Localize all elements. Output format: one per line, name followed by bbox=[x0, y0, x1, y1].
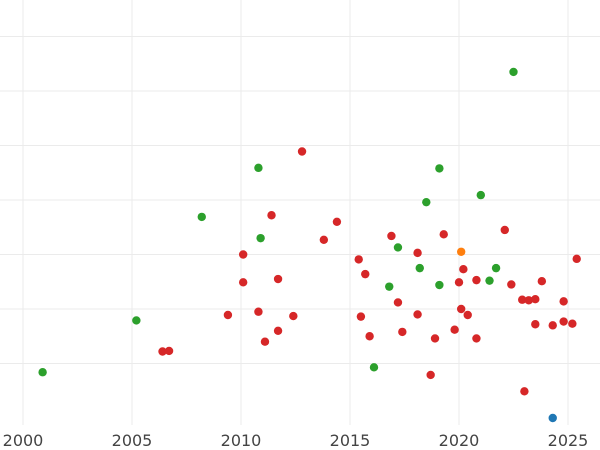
data-point-red bbox=[454, 278, 464, 287]
data-point-green bbox=[254, 163, 263, 173]
data-point-green bbox=[256, 233, 265, 243]
data-point-red bbox=[537, 277, 547, 286]
data-point-red bbox=[472, 275, 481, 285]
data-point-red bbox=[430, 334, 440, 343]
data-point-green bbox=[491, 263, 501, 273]
data-point-red bbox=[254, 307, 263, 316]
x-tick-label-2005: 2005 bbox=[112, 431, 153, 450]
data-point-red bbox=[500, 225, 509, 235]
data-point-red bbox=[568, 319, 577, 328]
data-point-red bbox=[518, 295, 527, 304]
data-point-green bbox=[385, 282, 394, 291]
data-point-red bbox=[354, 255, 363, 264]
x-tick-label-2015: 2015 bbox=[330, 431, 371, 450]
data-point-green bbox=[509, 67, 518, 77]
data-points bbox=[38, 67, 581, 423]
data-point-green bbox=[197, 212, 206, 222]
data-point-red bbox=[260, 337, 270, 346]
data-point-green bbox=[422, 197, 431, 207]
data-point-red bbox=[450, 325, 459, 334]
data-point-red bbox=[472, 334, 481, 343]
data-point-red bbox=[238, 250, 248, 259]
data-point-red bbox=[572, 254, 581, 264]
data-point-red bbox=[361, 269, 370, 279]
data-point-red bbox=[267, 211, 276, 220]
data-point-red bbox=[164, 346, 174, 356]
data-point-green bbox=[132, 316, 141, 325]
data-point-red bbox=[524, 296, 533, 305]
data-point-red bbox=[319, 235, 329, 244]
x-tick-label-2025: 2025 bbox=[548, 431, 589, 450]
data-point-red bbox=[158, 347, 167, 356]
data-point-red bbox=[456, 304, 466, 314]
data-point-red bbox=[393, 298, 403, 307]
data-point-red bbox=[439, 230, 448, 239]
data-point-red bbox=[238, 278, 248, 287]
data-point-red bbox=[398, 327, 407, 337]
data-point-red bbox=[548, 321, 557, 330]
data-point-red bbox=[426, 370, 435, 380]
data-point-green bbox=[38, 368, 47, 377]
y-gridlines bbox=[0, 36, 600, 364]
data-point-green bbox=[435, 164, 444, 173]
data-point-green bbox=[476, 190, 485, 200]
data-point-red bbox=[559, 297, 568, 306]
data-point-red bbox=[413, 248, 422, 258]
data-point-red bbox=[289, 311, 298, 321]
data-point-red bbox=[507, 280, 516, 289]
data-point-red bbox=[531, 320, 540, 329]
data-point-red bbox=[463, 310, 472, 320]
data-point-red bbox=[223, 310, 233, 320]
data-point-green bbox=[369, 363, 379, 372]
x-tick-label-2000: 2000 bbox=[3, 431, 44, 450]
data-point-blue bbox=[548, 413, 557, 423]
x-tick-label-2020: 2020 bbox=[439, 431, 480, 450]
x-gridlines bbox=[22, 0, 569, 425]
data-point-orange bbox=[456, 247, 466, 256]
data-point-red bbox=[559, 317, 568, 326]
data-point-green bbox=[415, 263, 424, 273]
data-point-red bbox=[273, 274, 283, 284]
data-point-green bbox=[435, 280, 444, 290]
data-point-red bbox=[387, 231, 396, 241]
data-point-red bbox=[459, 265, 468, 274]
data-point-red bbox=[356, 312, 366, 321]
data-point-red bbox=[297, 147, 307, 156]
data-point-red bbox=[273, 326, 283, 335]
x-tick-label-2010: 2010 bbox=[221, 431, 262, 450]
data-point-red bbox=[365, 332, 374, 341]
data-point-red bbox=[520, 387, 529, 396]
data-point-green bbox=[485, 276, 494, 285]
data-point-red bbox=[332, 217, 342, 226]
data-point-red bbox=[413, 310, 422, 319]
data-point-red bbox=[531, 294, 540, 304]
x-axis-tick-labels: 2000 2005 2010 2015 2020 2025 bbox=[3, 431, 589, 450]
data-point-green bbox=[393, 243, 403, 252]
